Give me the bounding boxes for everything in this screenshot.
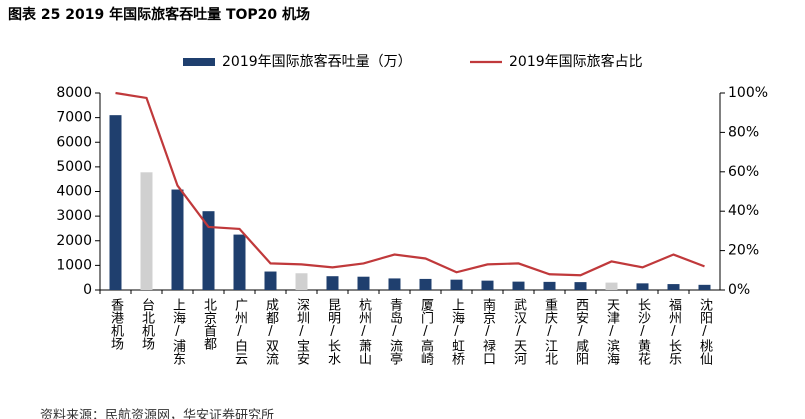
y2-tick-label: 0% [728, 282, 750, 298]
bar [264, 271, 277, 290]
x-tick-label: 广州/白云 [232, 298, 248, 365]
x-tick-label: 沈阳/桃仙 [697, 298, 713, 365]
bar [636, 283, 649, 290]
y2-tick-label: 60% [728, 164, 759, 180]
x-tick-label: 台北机场 [139, 298, 155, 350]
bar [202, 211, 215, 290]
x-tick-label: 南京/禄口 [480, 297, 496, 365]
legend-swatch [183, 58, 215, 66]
bar [605, 282, 618, 290]
y-tick-label: 6000 [56, 134, 92, 150]
bar [326, 276, 339, 290]
y-tick-label: 1000 [56, 257, 92, 273]
bar [171, 189, 184, 290]
bar [295, 273, 308, 290]
x-tick-label: 深圳/宝安 [294, 298, 310, 365]
x-tick-label: 上海/虹桥 [449, 298, 465, 366]
bar [667, 284, 680, 290]
bar [357, 276, 370, 290]
x-tick-label: 香港机场 [108, 298, 124, 350]
x-tick-label: 重庆/江北 [542, 297, 558, 366]
y-tick-label: 0 [83, 282, 92, 298]
y2-tick-label: 20% [728, 243, 759, 259]
bar [140, 172, 153, 290]
y-tick-label: 3000 [56, 208, 92, 224]
y-tick-label: 7000 [56, 110, 92, 126]
bar [450, 279, 463, 290]
x-tick-label: 北京首都 [201, 298, 217, 350]
x-tick-label: 杭州/萧山 [356, 298, 372, 365]
x-tick-label: 昆明/长水 [325, 298, 341, 365]
bar [481, 280, 494, 290]
x-tick-label: 成都/双流 [263, 298, 279, 365]
bar [109, 115, 122, 290]
bar [698, 284, 711, 290]
legend-label: 2019年国际旅客占比 [509, 53, 643, 70]
x-tick-label: 上海/浦东 [170, 298, 186, 365]
y-tick-label: 2000 [56, 233, 92, 249]
bar [419, 278, 432, 290]
x-tick-label: 长沙/黄花 [635, 298, 651, 366]
x-tick-label: 武汉/天河 [511, 298, 527, 365]
bar [512, 281, 525, 290]
x-tick-label: 厦门/高崎 [418, 298, 434, 365]
bar [233, 234, 246, 290]
chart-title: 图表 25 2019 年国际旅客吞吐量 TOP20 机场 [8, 6, 310, 23]
x-tick-label: 青岛/流亭 [387, 298, 403, 365]
y-tick-label: 4000 [56, 184, 92, 200]
y2-tick-label: 100% [728, 85, 768, 101]
x-tick-label: 天津/滨海 [604, 298, 620, 365]
y-tick-label: 8000 [56, 85, 92, 101]
source: 资料来源：民航资源网，华安证券研究所 [40, 408, 274, 419]
bar [388, 278, 401, 290]
y-tick-label: 5000 [56, 159, 92, 175]
line [115, 91, 705, 277]
bar [574, 282, 587, 290]
x-tick-label: 福州/长乐 [666, 298, 682, 365]
legend-label: 2019年国际旅客吞吐量（万） [222, 53, 412, 70]
x-tick-label: 西安/咸阳 [573, 298, 589, 365]
y2-tick-label: 80% [728, 124, 759, 140]
y2-tick-label: 40% [728, 203, 759, 219]
bar [543, 281, 556, 290]
